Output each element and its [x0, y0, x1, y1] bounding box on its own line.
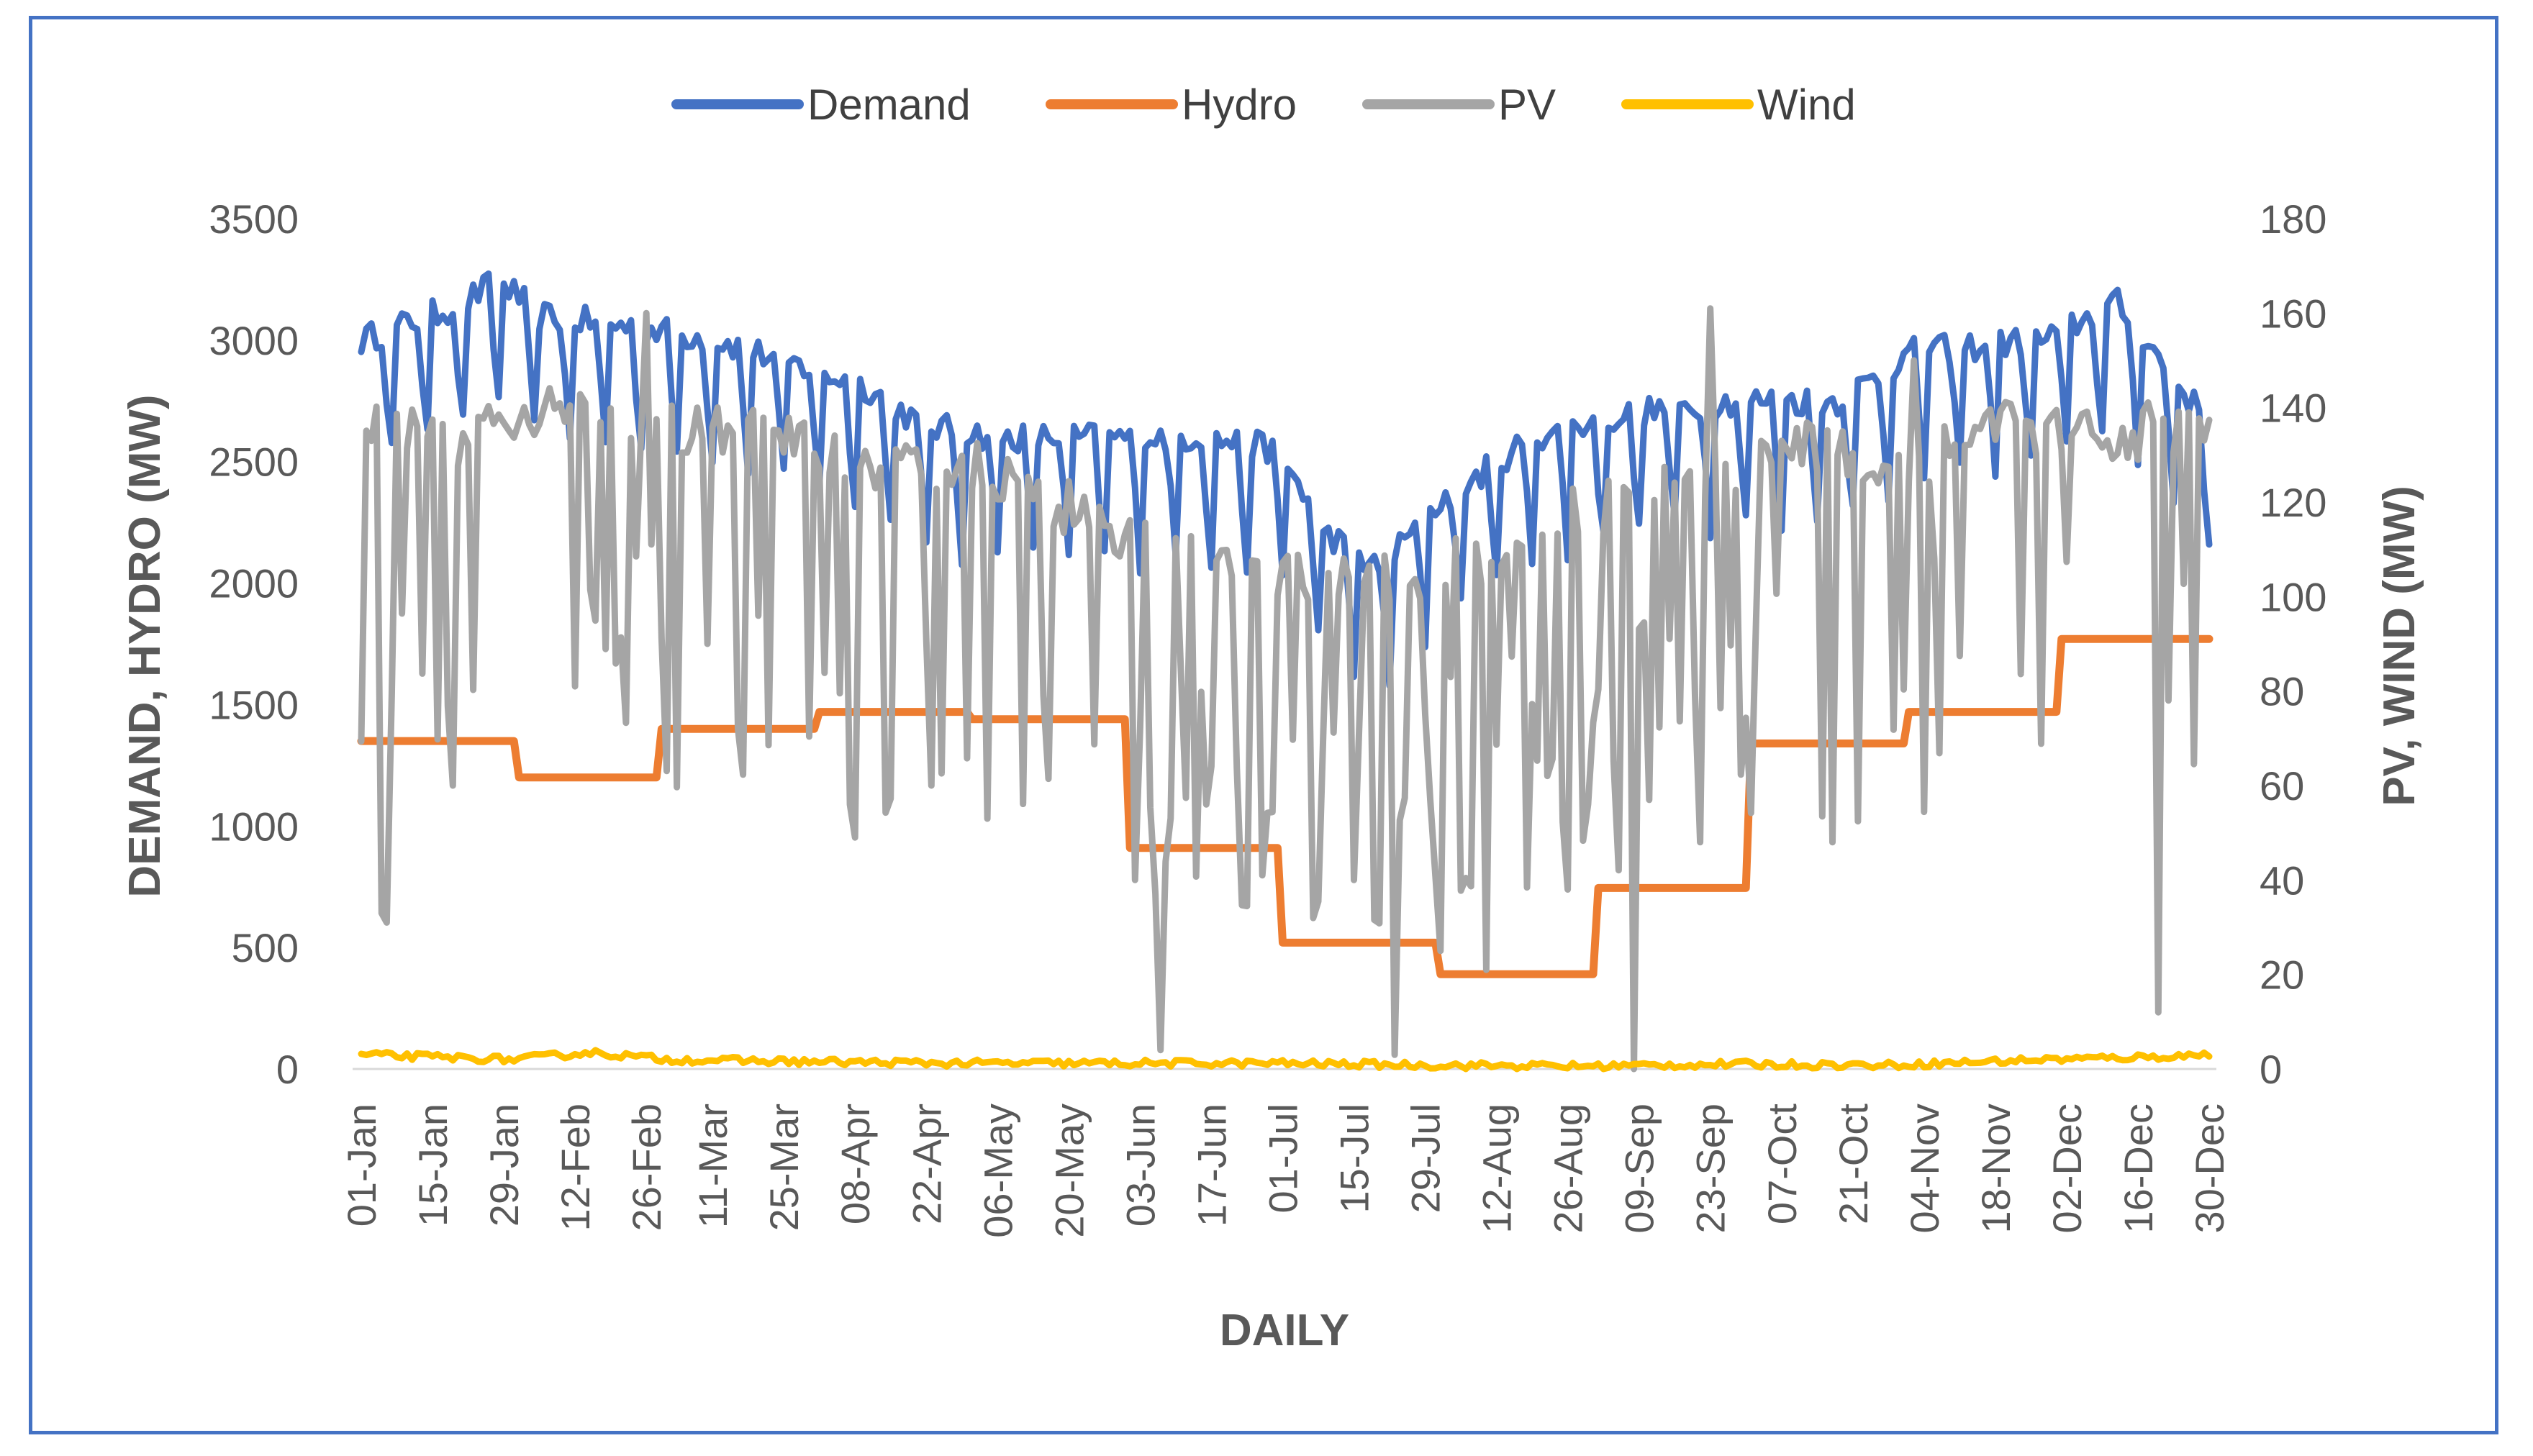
- legend-label-hydro: Hydro: [1182, 81, 1297, 129]
- x-tick-25-Mar: 25-Mar: [761, 1104, 807, 1231]
- x-tick-04-Nov: 04-Nov: [1902, 1104, 1947, 1234]
- x-tick-22-Apr: 22-Apr: [904, 1104, 949, 1224]
- series-line-wind: [358, 1047, 2213, 1073]
- y-tick-right-40: 40: [2260, 857, 2304, 903]
- x-tick-09-Sep: 09-Sep: [1617, 1104, 1662, 1234]
- x-tick-29-Jan: 29-Jan: [481, 1104, 527, 1227]
- x-tick-01-Jan: 01-Jan: [339, 1104, 384, 1227]
- x-tick-01-Jul: 01-Jul: [1260, 1104, 1305, 1214]
- y-tick-right-80: 80: [2260, 669, 2304, 714]
- y-tick-right-120: 120: [2260, 480, 2326, 525]
- y-tick-left-3500: 3500: [209, 196, 299, 242]
- y-tick-right-160: 160: [2260, 291, 2326, 336]
- y-tick-left-500: 500: [232, 925, 299, 970]
- x-tick-07-Oct: 07-Oct: [1759, 1104, 1805, 1224]
- x-tick-18-Nov: 18-Nov: [1973, 1104, 2018, 1234]
- y-tick-left-2000: 2000: [209, 561, 299, 606]
- series-line-pv: [358, 305, 2213, 1073]
- legend: Demand Hydro PV Wind: [671, 81, 1856, 129]
- x-tick-08-Apr: 08-Apr: [833, 1104, 878, 1224]
- y-tick-left-0: 0: [276, 1047, 299, 1092]
- x-tick-15-Jan: 15-Jan: [410, 1104, 456, 1227]
- x-tick-23-Sep: 23-Sep: [1688, 1104, 1734, 1234]
- y-tick-right-100: 100: [2260, 574, 2326, 619]
- y-tick-right-20: 20: [2260, 952, 2304, 998]
- x-tick-20-May: 20-May: [1046, 1104, 1092, 1238]
- legend-label-wind: Wind: [1757, 81, 1856, 129]
- x-tick-17-Jun: 17-Jun: [1189, 1104, 1234, 1227]
- x-tick-12-Aug: 12-Aug: [1474, 1104, 1520, 1234]
- x-tick-26-Feb: 26-Feb: [624, 1104, 669, 1231]
- y-tick-left-1000: 1000: [209, 804, 299, 849]
- y-tick-right-60: 60: [2260, 763, 2304, 809]
- series-line-demand: [358, 270, 2213, 689]
- y-tick-left-1500: 1500: [209, 682, 299, 727]
- x-tick-02-Dec: 02-Dec: [2044, 1104, 2090, 1234]
- x-axis-ticks: 01-Jan 15-Jan 29-Jan 12-Feb 26-Feb 11-Mar 25-M…: [339, 1104, 2232, 1238]
- right-axis-ticks: 0 20 40 60 80 100 120 140 160 180: [2260, 196, 2326, 1092]
- x-tick-21-Oct: 21-Oct: [1831, 1104, 1876, 1224]
- x-tick-11-Mar: 11-Mar: [690, 1104, 735, 1228]
- x-tick-26-Aug: 26-Aug: [1546, 1104, 1591, 1234]
- series-line-hydro: [357, 634, 2213, 978]
- y-tick-left-2500: 2500: [209, 440, 299, 485]
- chart-frame: [29, 16, 2498, 1434]
- y-tick-right-140: 140: [2260, 386, 2326, 431]
- y-axis-title-left: DEMAND, HYDRO (MW): [120, 394, 170, 897]
- y-tick-left-3000: 3000: [209, 318, 299, 363]
- y-tick-right-0: 0: [2260, 1047, 2282, 1092]
- x-tick-03-Jun: 03-Jun: [1118, 1104, 1163, 1227]
- x-tick-16-Dec: 16-Dec: [2116, 1104, 2161, 1234]
- x-tick-30-Dec: 30-Dec: [2187, 1104, 2232, 1234]
- left-axis-ticks: 0 500 1000 1500 2000 2500 3000 3500: [209, 196, 299, 1092]
- legend-label-demand: Demand: [807, 81, 971, 129]
- y-axis-title-right: PV, WIND (MW): [2375, 486, 2424, 806]
- legend-label-pv: PV: [1498, 81, 1556, 129]
- x-tick-06-May: 06-May: [975, 1104, 1020, 1238]
- x-axis-title: DAILY: [1220, 1306, 1349, 1355]
- x-tick-29-Jul: 29-Jul: [1403, 1104, 1449, 1214]
- series-layer: [357, 270, 2213, 1073]
- x-tick-15-Jul: 15-Jul: [1332, 1104, 1377, 1214]
- y-tick-right-180: 180: [2260, 196, 2326, 242]
- x-tick-12-Feb: 12-Feb: [553, 1104, 598, 1231]
